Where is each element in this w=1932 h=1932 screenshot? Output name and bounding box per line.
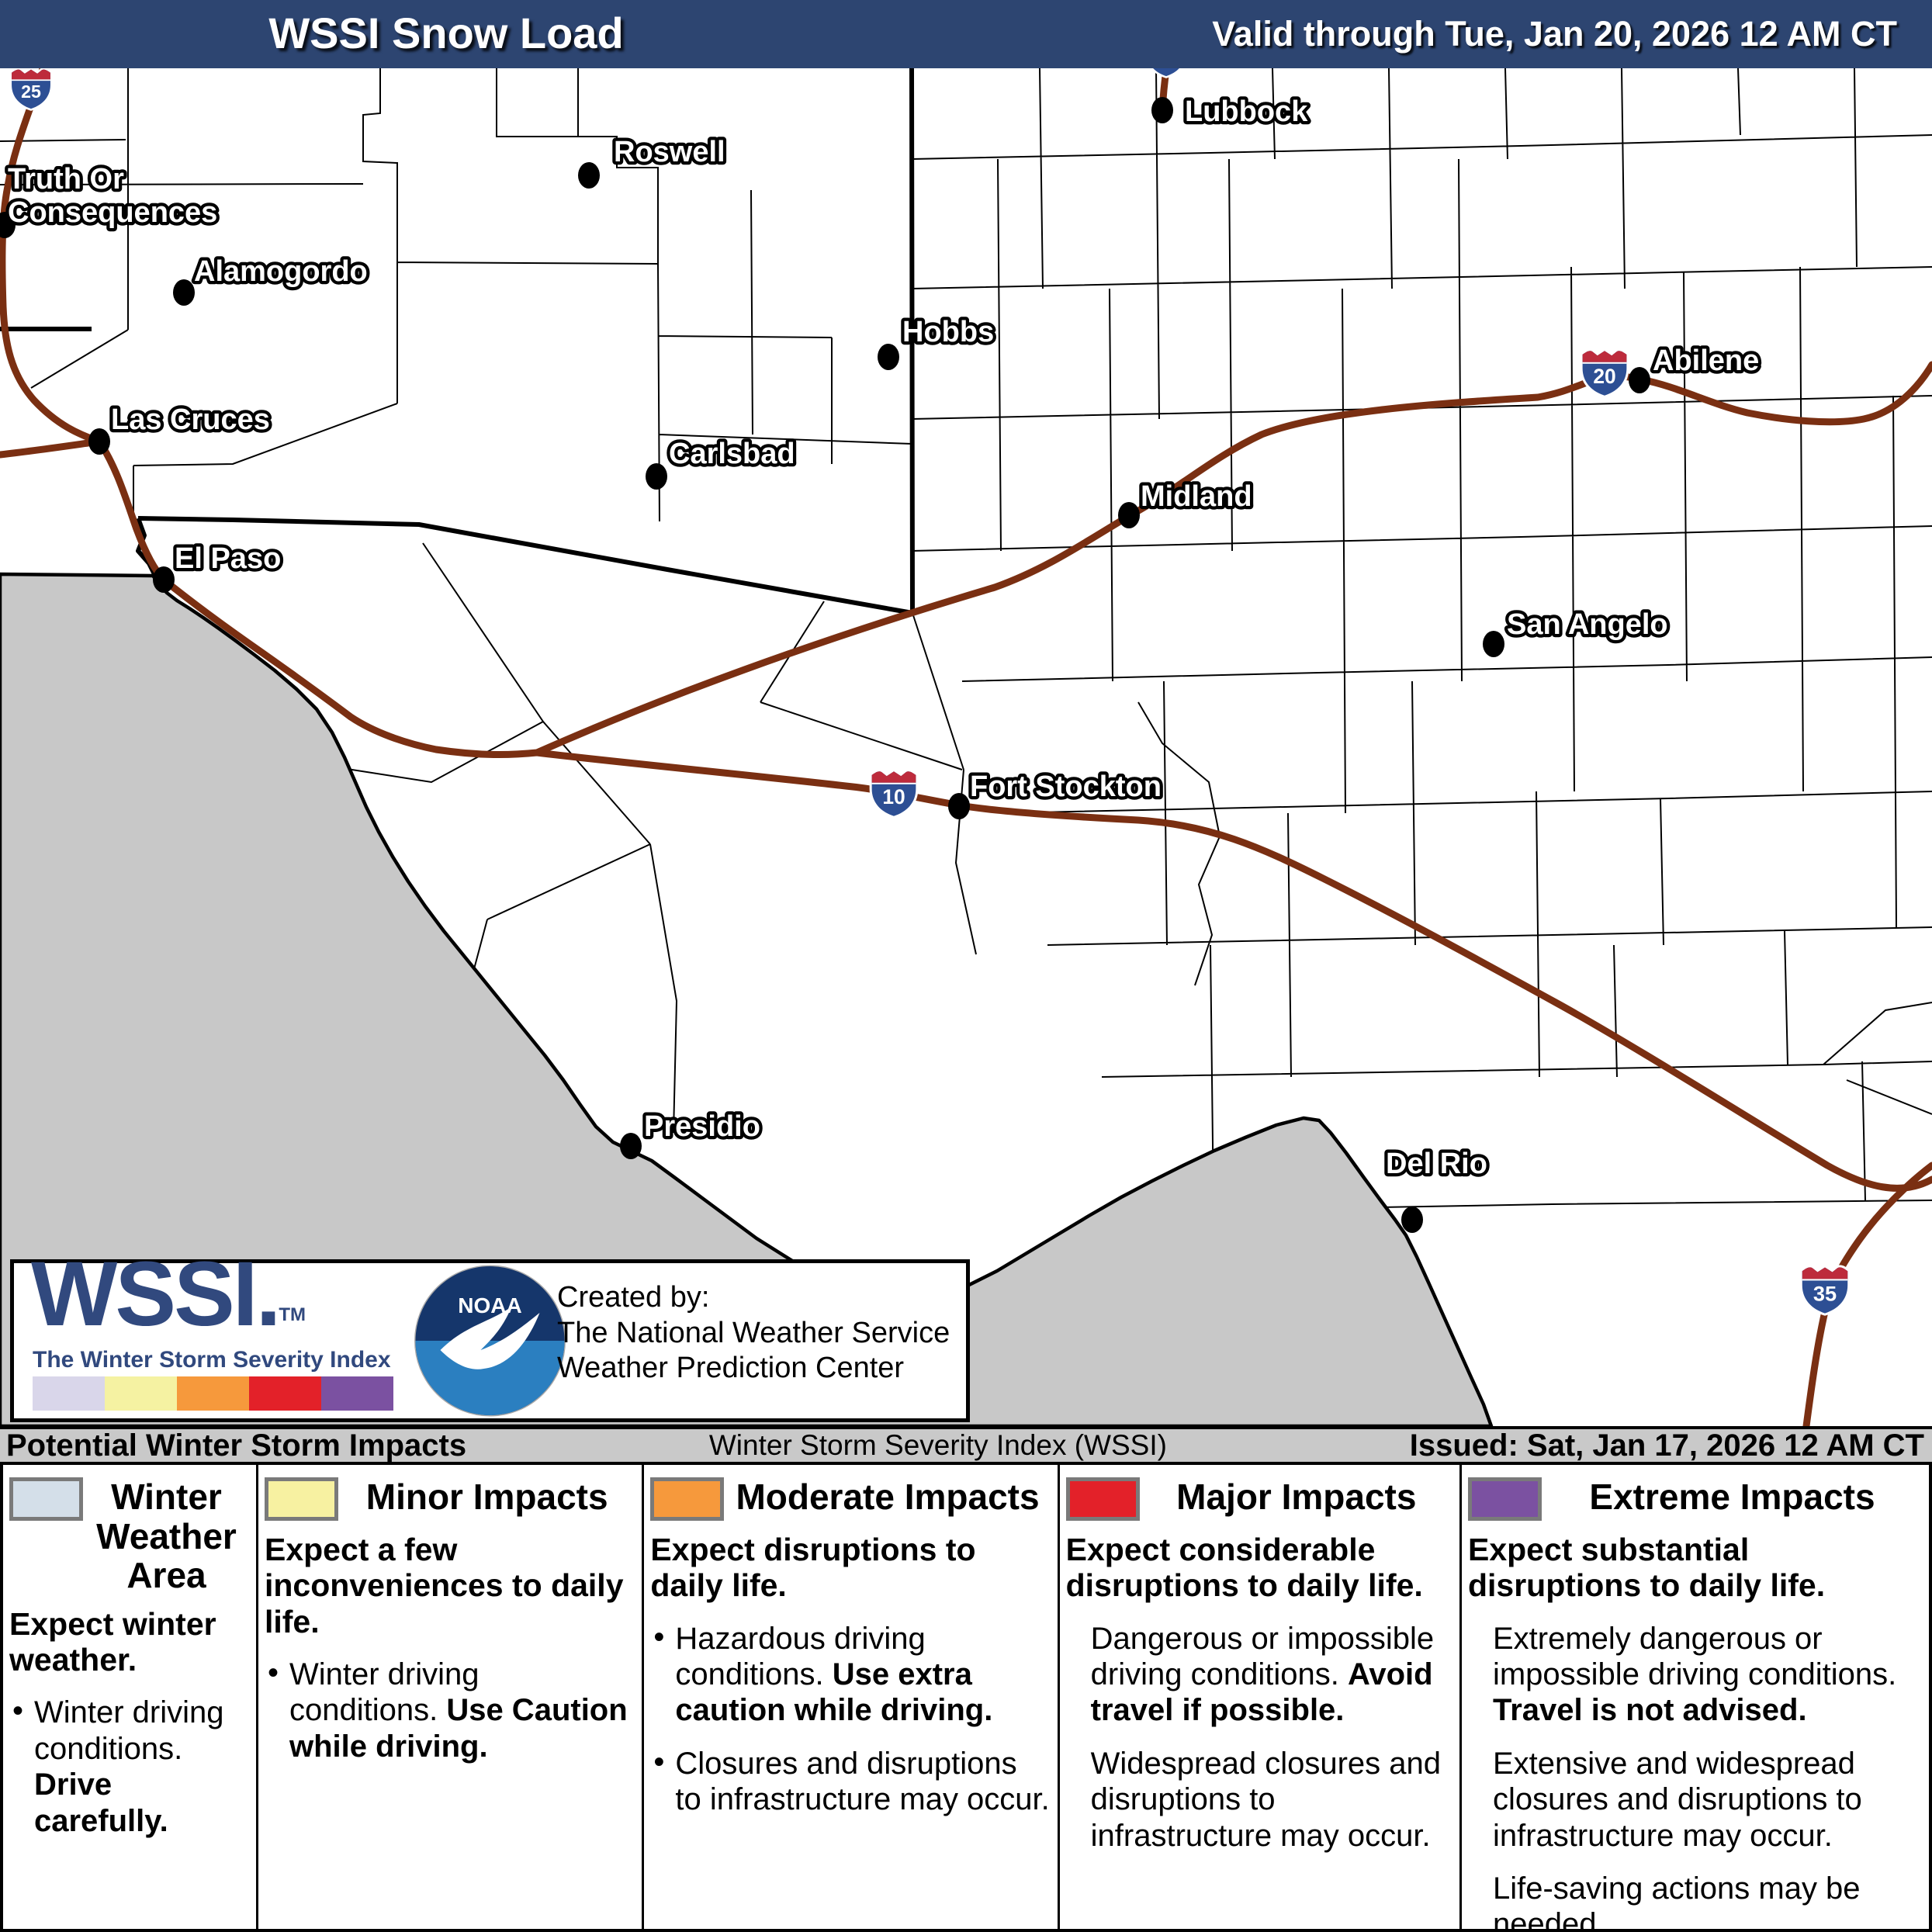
city-dot-alamogordo <box>173 279 195 306</box>
city-dot-carlsbad <box>646 463 667 490</box>
title-bar: WSSI Snow Load Valid through Tue, Jan 20… <box>0 0 1932 68</box>
legend-title: Minor Impacts <box>365 1477 608 1517</box>
wssi-subtitle: Winter Storm Severity Index (WSSI) <box>708 1429 1167 1461</box>
legend-swatch <box>1065 1477 1140 1521</box>
city-dot-las-cruces <box>88 428 110 455</box>
city-dot-lubbock <box>1151 97 1173 123</box>
state-boundaries <box>0 68 915 615</box>
impacts-heading: Potential Winter Storm Impacts <box>6 1428 467 1463</box>
legend-lead-text: Expect winter weather. <box>9 1605 216 1678</box>
mexico-region <box>0 572 1494 1426</box>
legend-swatch <box>9 1477 83 1521</box>
created-by-line: The National Weather Service <box>557 1316 950 1349</box>
noaa-logo-icon: NOAA <box>415 1266 565 1415</box>
svg-text:20: 20 <box>1593 365 1615 388</box>
city-and-shield-overlay: 25 20 10 35 Truth Or Consequences Alamogordo Ro… <box>0 68 1851 1316</box>
issued-timestamp: Issued: Sat, Jan 17, 2026 12 AM CT <box>1409 1428 1924 1463</box>
wssi-logo-box: WSSI.TM The Winter Storm Severity Index … <box>10 1243 970 1422</box>
svg-text:NOAA: NOAA <box>458 1293 521 1317</box>
city-label-truth-or-consequences: Truth Or Consequences <box>8 163 217 229</box>
legend-item: Life-saving actions may be needed. <box>1492 1871 1861 1929</box>
interstate-shield-10: 10 <box>869 769 919 819</box>
city-label-roswell: Roswell <box>614 136 725 168</box>
legend-item: Extremely dangerous or impossible drivin… <box>1492 1621 1897 1728</box>
created-by-text: Created by: The National Weather Service W… <box>557 1280 950 1387</box>
legend-column-winter-weather-area: Winter Weather Area Expect winter weather… <box>3 1465 258 1929</box>
severity-strip-swatch <box>177 1376 249 1411</box>
city-label-las-cruces: Las Cruces <box>111 403 270 436</box>
legend-swatch <box>1467 1477 1542 1521</box>
city-dot-fort-stockton <box>948 793 970 819</box>
legend-item: • Winter driving conditions. Use Caution … <box>267 1655 628 1764</box>
city-label-hobbs: Hobbs <box>902 316 994 348</box>
city-label-san-angelo: San Angelo <box>1507 608 1668 641</box>
city-label-del-rio: Del Rio <box>1386 1148 1487 1180</box>
legend-item: • Hazardous driving conditions. Use extra… <box>653 1619 993 1728</box>
city-dot-san-angelo <box>1483 631 1504 657</box>
city-dot-abilene <box>1629 367 1650 393</box>
legend-item: Widespread closures and disruptions to i… <box>1090 1746 1441 1853</box>
page-title: WSSI Snow Load <box>268 9 624 57</box>
legend-item: Dangerous or impossible driving conditio… <box>1090 1621 1435 1728</box>
legend-column-minor-impacts: Minor Impacts Expect a few inconveniences… <box>258 1465 645 1929</box>
severity-strip-swatch <box>249 1376 321 1411</box>
city-dot-midland <box>1118 502 1140 528</box>
legend-item: • Winter driving conditions. Drive carefu… <box>12 1694 224 1838</box>
legend-column-major-impacts: Major Impacts Expect considerable disrupt… <box>1060 1465 1462 1929</box>
severity-strip-swatch <box>33 1376 105 1411</box>
city-label-abilene: Abilene <box>1653 345 1759 377</box>
map-svg: 25 20 10 35 Truth Or Consequences Alamogordo Ro… <box>0 68 1932 1426</box>
svg-text:25: 25 <box>21 81 41 102</box>
legend-title: Winter Weather Area <box>96 1477 237 1596</box>
issued-bar: Potential Winter Storm Impacts Winter St… <box>0 1426 1932 1465</box>
city-label-presidio: Presidio <box>644 1110 760 1143</box>
city-label-lubbock: Lubbock <box>1185 95 1308 128</box>
legend-title: Extreme Impacts <box>1589 1477 1875 1517</box>
city-label-fort-stockton: Fort Stockton <box>970 770 1162 803</box>
interstate-shield-partial <box>1150 68 1182 78</box>
wssi-logo-text: WSSI.TM <box>31 1243 306 1345</box>
interstate-shield-35: 35 <box>1799 1265 1851 1316</box>
city-label-carlsbad: Carlsbad <box>669 438 795 470</box>
city-dot-del-rio <box>1401 1207 1423 1233</box>
city-dot-hobbs <box>878 344 899 370</box>
wssi-tagline: The Winter Storm Severity Index <box>33 1347 391 1373</box>
legend-lead-text: Expect disruptions to daily life. <box>650 1532 976 1604</box>
legend-title: Major Impacts <box>1176 1477 1417 1517</box>
legend-column-extreme-impacts: Extreme Impacts Expect substantial disrup… <box>1462 1465 1929 1929</box>
svg-text:35: 35 <box>1813 1281 1837 1305</box>
legend-item: Extensive and widespread closures and di… <box>1492 1746 1862 1853</box>
legend-item: • Closures and disruptions to infrastruct… <box>653 1744 1050 1817</box>
city-label-el-paso: El Paso <box>175 542 281 575</box>
legend-lead-text: Expect substantial disruptions to daily … <box>1467 1532 1826 1604</box>
city-label-alamogordo: Alamogordo <box>194 255 368 288</box>
interstate-shield-25: 25 <box>9 68 53 111</box>
trademark-label: TM <box>279 1304 306 1325</box>
created-by-line: Created by: <box>557 1281 710 1314</box>
legend-lead-text: Expect considerable disruptions to daily… <box>1065 1532 1423 1604</box>
severity-strip-swatch <box>105 1376 177 1411</box>
city-dot-el-paso <box>153 566 175 593</box>
legend-lead-text: Expect a few inconveniences to daily lif… <box>264 1532 624 1639</box>
legend-title: Moderate Impacts <box>736 1477 1040 1517</box>
interstate-shield-20: 20 <box>1580 348 1629 398</box>
legend-swatch <box>650 1477 725 1521</box>
wssi-severity-color-strip <box>33 1376 393 1411</box>
city-label-midland: Midland <box>1141 480 1252 513</box>
svg-text:10: 10 <box>882 785 905 808</box>
legend-column-moderate-impacts: Moderate Impacts Expect disruptions to da… <box>644 1465 1060 1929</box>
created-by-line: Weather Prediction Center <box>557 1352 905 1385</box>
map-area: 25 20 10 35 Truth Or Consequences Alamogordo Ro… <box>0 68 1932 1426</box>
valid-through-text: Valid through Tue, Jan 20, 2026 12 AM CT <box>1212 14 1897 54</box>
city-dot-roswell <box>578 162 600 189</box>
city-dot-presidio <box>620 1133 642 1159</box>
severity-strip-swatch <box>321 1376 393 1411</box>
legend-swatch <box>264 1477 338 1521</box>
impact-legend: Winter Weather Area Expect winter weather… <box>0 1465 1932 1932</box>
city-dot-truth-or-consequences <box>0 212 16 238</box>
